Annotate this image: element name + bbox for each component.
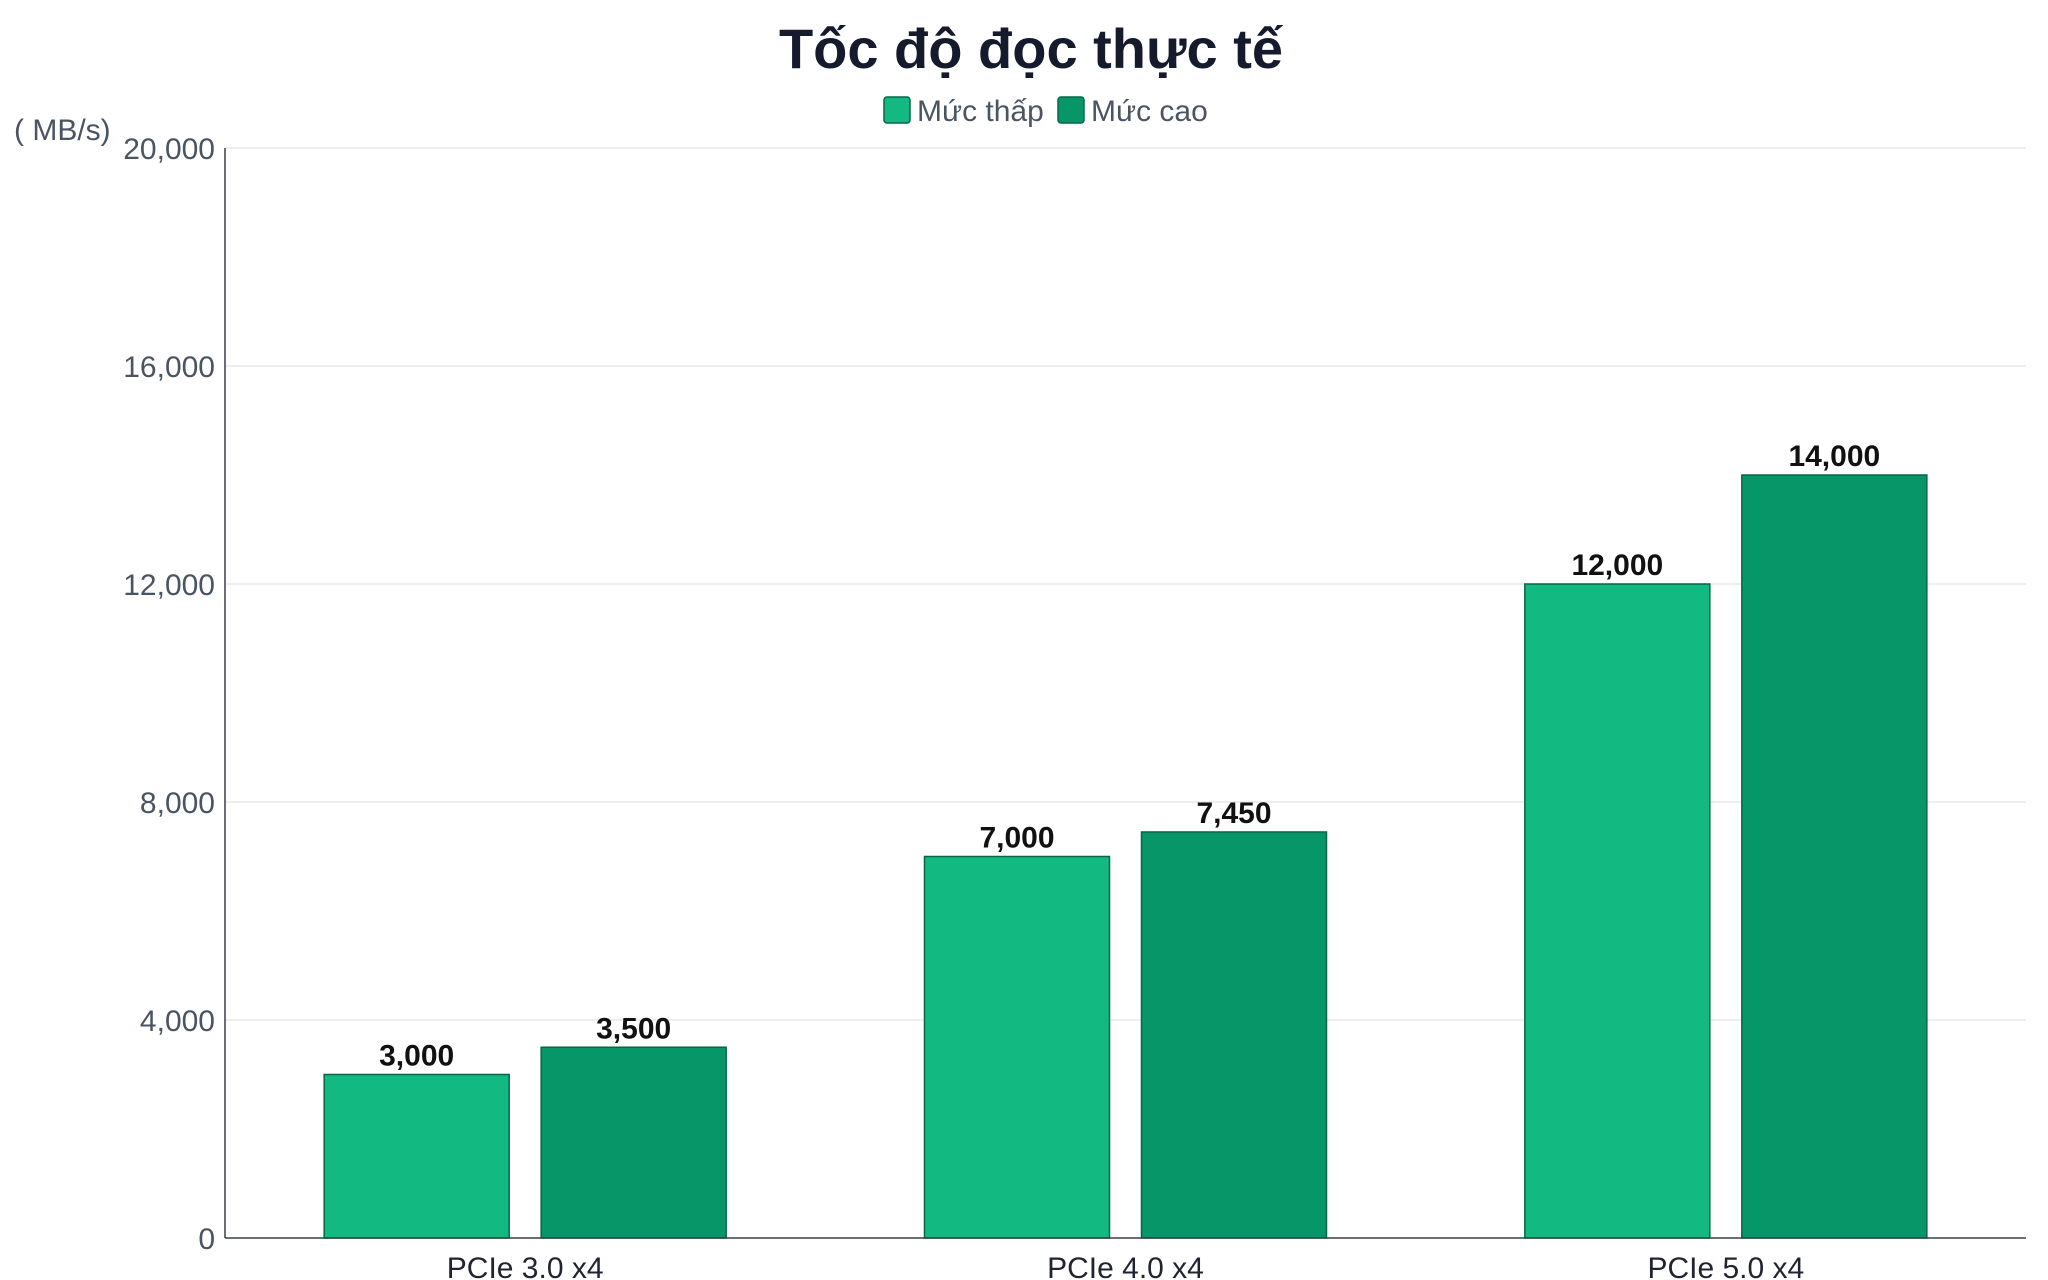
bar-series-1 (323, 1073, 510, 1239)
bars (323, 474, 1928, 1239)
data-labels: 3,000 3,500 7,000 7,450 12,000 14,000 (379, 440, 1880, 1073)
data-label: 7,450 (1196, 797, 1271, 830)
bar-series-1 (923, 855, 1111, 1239)
y-tick-label: 8,000 (140, 787, 215, 820)
data-label: 7,000 (979, 822, 1054, 855)
bar-series-1 (1524, 583, 1711, 1239)
bar-series-2 (540, 1046, 727, 1239)
y-tick-label: 16,000 (123, 351, 215, 384)
y-tick-label: 4,000 (140, 1005, 215, 1038)
chart-title: Tốc độ đọc thực tế (779, 17, 1284, 80)
data-label: 3,000 (379, 1040, 454, 1073)
legend-label-series-2: Mức cao (1091, 95, 1208, 128)
gridlines (225, 147, 2026, 1021)
y-tick-label: 12,000 (123, 569, 215, 602)
y-tick-label: 0 (198, 1223, 215, 1256)
legend-label-series-1: Mức thấp (917, 95, 1044, 128)
x-category-label: PCIe 5.0 x4 (1647, 1252, 1804, 1280)
y-tick-label: 20,000 (123, 133, 215, 166)
legend-swatch-series-1 (883, 96, 911, 124)
legend: Mức thấp Mức cao (883, 95, 1208, 128)
bar-series-2 (1140, 831, 1328, 1239)
y-axis-ticks: 0 4,000 8,000 12,000 16,000 20,000 (123, 133, 215, 1256)
x-category-label: PCIe 3.0 x4 (447, 1252, 604, 1280)
data-label: 3,500 (596, 1012, 671, 1045)
legend-swatch-series-2 (1057, 96, 1085, 124)
x-category-label: PCIe 4.0 x4 (1047, 1252, 1204, 1280)
y-axis-unit-label: ( MB/s) (14, 114, 111, 147)
x-axis-labels: PCIe 3.0 x4 PCIe 4.0 x4 PCIe 5.0 x4 (447, 1252, 1804, 1280)
data-label: 14,000 (1788, 440, 1880, 473)
bar-series-2 (1741, 474, 1928, 1239)
data-label: 12,000 (1571, 549, 1663, 582)
